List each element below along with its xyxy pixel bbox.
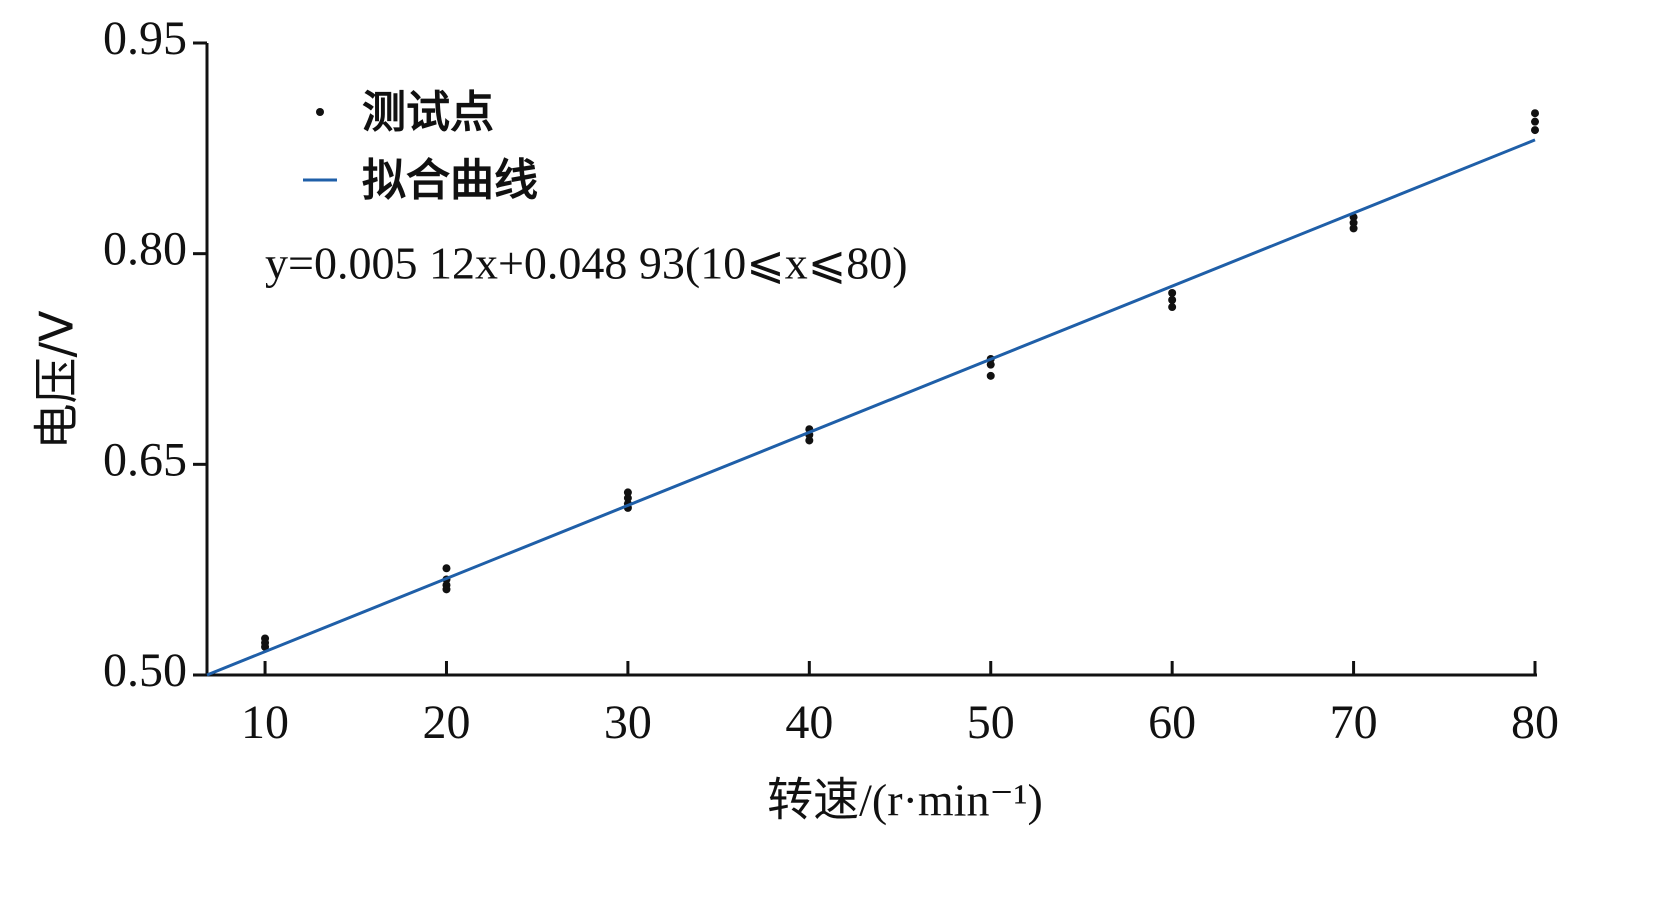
- x-tick-label: 70: [1330, 696, 1378, 749]
- y-tick-label: 0.95: [103, 12, 187, 65]
- data-point: [1168, 296, 1177, 305]
- data-point: [1168, 303, 1177, 312]
- fit-line: [206, 138, 1536, 677]
- data-point: [1531, 109, 1539, 118]
- x-tick-label: 80: [1511, 696, 1559, 749]
- data-point: [805, 436, 814, 445]
- data-point: [442, 564, 451, 573]
- x-tick-label: 10: [241, 696, 289, 749]
- x-axis-label: 转速/(r·min⁻¹): [767, 775, 1043, 826]
- data-point: [1349, 218, 1358, 227]
- legend-marker: [316, 108, 324, 116]
- legend-label: 拟合曲线: [362, 155, 538, 206]
- y-axis-label: 电压/V: [30, 310, 84, 449]
- x-tick-label: 40: [785, 696, 833, 749]
- y-tick-label: 0.50: [103, 644, 187, 697]
- x-tick-label: 50: [967, 696, 1015, 749]
- y-tick-label: 0.65: [103, 433, 187, 486]
- data-point: [986, 360, 995, 369]
- data-point: [261, 642, 270, 651]
- data-point: [623, 494, 632, 503]
- x-tick-label: 20: [422, 696, 470, 749]
- y-tick-label: 0.80: [103, 223, 187, 276]
- data-point: [986, 371, 995, 380]
- equation: y=0.005 12x+0.048 93(10⩽x⩽80): [265, 238, 908, 289]
- data-point: [1531, 126, 1539, 135]
- legend-label: 测试点: [362, 87, 494, 138]
- data-point: [623, 488, 632, 497]
- data-point: [1531, 117, 1539, 126]
- data-point: [1168, 288, 1177, 297]
- data-point: [1349, 224, 1358, 233]
- data-point: [442, 585, 451, 594]
- x-tick-label: 30: [604, 696, 652, 749]
- x-tick-label: 60: [1148, 696, 1196, 749]
